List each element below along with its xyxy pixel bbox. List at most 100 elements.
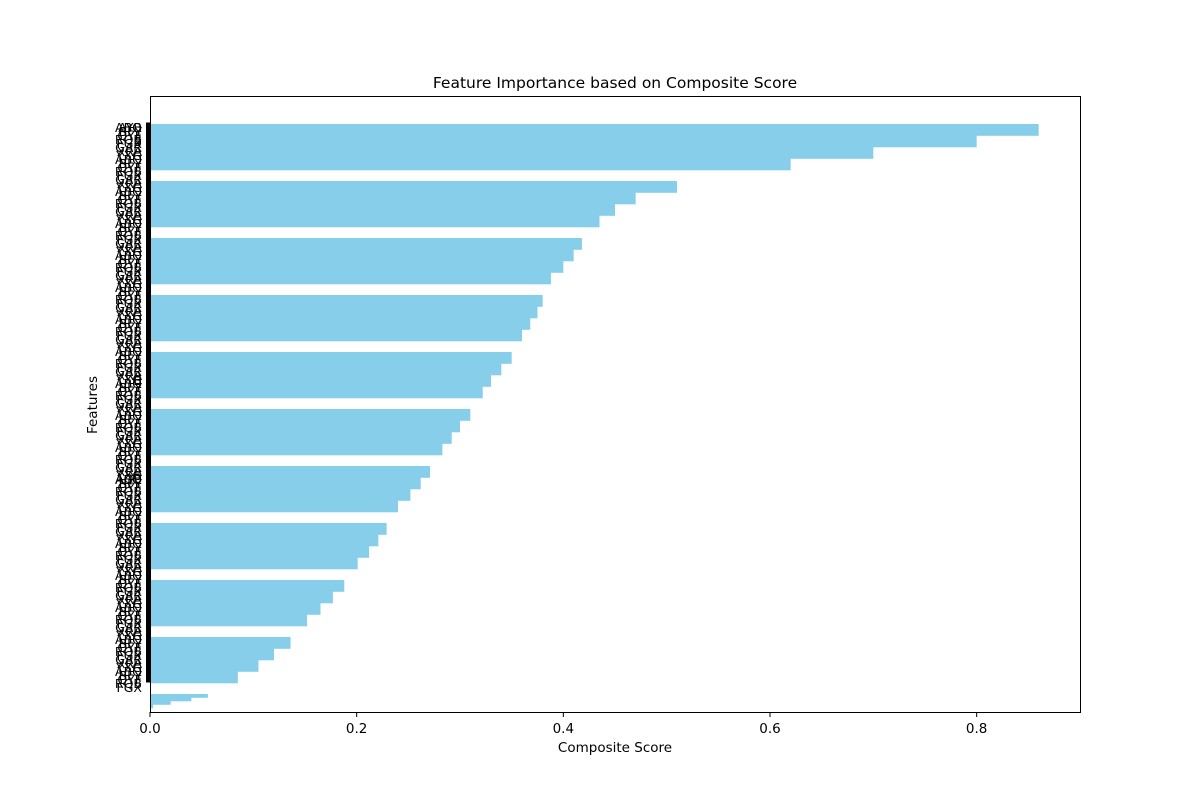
y-tick-label: XRA bbox=[117, 432, 143, 447]
y-tick-label: AQB bbox=[115, 471, 142, 486]
bar bbox=[150, 557, 358, 570]
bar bbox=[150, 420, 460, 433]
y-tick-label: ABQ bbox=[115, 536, 142, 551]
y-tick-label: ABQ bbox=[115, 664, 142, 679]
bar bbox=[150, 375, 491, 387]
y-axis-label: Features bbox=[85, 376, 101, 434]
y-tick-label: GAR bbox=[115, 492, 142, 507]
y-tick-label: BFY bbox=[119, 668, 143, 683]
y-tick-label: FGX bbox=[117, 488, 143, 503]
bar bbox=[150, 409, 471, 421]
x-tick-label: 0.2 bbox=[346, 721, 367, 737]
y-tick-label: GAR bbox=[115, 364, 142, 379]
y-tick-label: GAR bbox=[115, 140, 142, 155]
y-tick-label: FGX bbox=[117, 648, 143, 663]
bar bbox=[150, 466, 431, 478]
y-tick-label: QYF bbox=[117, 544, 142, 559]
y-tick-label: RQB bbox=[115, 516, 142, 531]
y-tick-label: YXG bbox=[115, 436, 142, 451]
bar bbox=[150, 697, 192, 702]
y-tick-label: QYF bbox=[117, 480, 142, 495]
y-tick-label: BFY bbox=[119, 540, 143, 555]
plot-frame bbox=[150, 96, 1081, 713]
y-tick-label: QYF bbox=[117, 608, 142, 623]
bar bbox=[150, 181, 677, 193]
y-tick-label: GAR bbox=[115, 460, 142, 475]
y-tick-label: QYF bbox=[117, 640, 142, 655]
bar bbox=[150, 694, 208, 698]
bar bbox=[150, 329, 522, 342]
y-tick-label: QYF bbox=[117, 672, 142, 687]
bar bbox=[150, 500, 398, 513]
y-tick-label: XRA bbox=[117, 656, 143, 671]
y-tick-label: GAR bbox=[115, 556, 142, 571]
bar bbox=[150, 704, 154, 709]
y-tick-label: RQB bbox=[115, 132, 142, 147]
y-tick-label: ABQ bbox=[115, 408, 142, 423]
y-tick-label: BFY bbox=[119, 380, 143, 395]
y-tick-label: ABQ bbox=[115, 632, 142, 647]
y-tick-labels-group: ABQBFYQYFRQBFGXGARXRAYXGABQBFYQYFRQBFGXG… bbox=[115, 120, 143, 695]
y-tick-label: B bbox=[133, 373, 142, 388]
bar bbox=[150, 614, 308, 627]
y-tick-label: AYB bbox=[118, 120, 142, 135]
y-tick-label: YXG bbox=[115, 564, 142, 579]
y-tick-label: XRA bbox=[117, 208, 143, 223]
y-tick-label: YXG bbox=[115, 180, 142, 195]
bar bbox=[150, 432, 452, 444]
y-tick-label: GAR bbox=[115, 428, 142, 443]
y-tick-label: FGX bbox=[117, 296, 143, 311]
y-tick-label: BFY bbox=[119, 316, 143, 331]
y-tick-label: GAR bbox=[115, 236, 142, 251]
bar bbox=[150, 363, 502, 376]
x-axis-label: Composite Score bbox=[558, 740, 672, 756]
y-tick-label: FGX bbox=[117, 520, 143, 535]
y-tick-label: RQB bbox=[115, 612, 142, 627]
y-tick-label: RQB bbox=[115, 356, 142, 371]
y-tick-label: ABQ bbox=[115, 504, 142, 519]
y-tick-label: BFY bbox=[119, 156, 143, 171]
y-tick-label: ABQ bbox=[115, 472, 142, 487]
y-tick-label: QYF bbox=[117, 192, 142, 207]
y-tick-label: XRA bbox=[117, 592, 143, 607]
y-tick-label: ABQ bbox=[115, 376, 142, 391]
y-tick-label: XRA bbox=[117, 304, 143, 319]
y-tick-label: ABQ bbox=[115, 440, 142, 455]
y-tick-label: QYF bbox=[117, 416, 142, 431]
bar bbox=[150, 249, 574, 262]
y-tick-label: RQB bbox=[115, 388, 142, 403]
y-tick-label: XRA bbox=[117, 400, 143, 415]
y-tick-label: BFY bbox=[119, 636, 143, 651]
y-tick-label: XRA bbox=[117, 144, 143, 159]
y-tick-label: XRA bbox=[117, 624, 143, 639]
y-tick-label: YXG bbox=[115, 212, 142, 227]
y-tick-label: YXG bbox=[115, 468, 142, 483]
y-tick-label: BFY bbox=[119, 604, 143, 619]
bar bbox=[150, 215, 600, 228]
y-tick-label: XRA bbox=[117, 464, 143, 479]
bar bbox=[150, 124, 1039, 136]
y-tick-label: RQB bbox=[115, 324, 142, 339]
bar bbox=[150, 701, 171, 705]
y-tick-label: YXG bbox=[115, 340, 142, 355]
bar bbox=[150, 489, 411, 501]
y-tick-label: QYF bbox=[117, 160, 142, 175]
y-tick-label: BFY bbox=[119, 508, 143, 523]
y-tick-label: YXG bbox=[115, 276, 142, 291]
y-tick-label: BFY bbox=[119, 284, 143, 299]
y-tick-label: YXG bbox=[115, 404, 142, 419]
y-tick-label: YXG bbox=[115, 596, 142, 611]
y-tick-label: ABQ bbox=[115, 344, 142, 359]
bar bbox=[150, 443, 443, 456]
y-tick-label: GAR bbox=[115, 332, 142, 347]
y-tick-label: QYF bbox=[117, 512, 142, 527]
y-tick-label: QYF bbox=[117, 576, 142, 591]
y-tick-label: RQB bbox=[115, 580, 142, 595]
x-tick-label: 0.8 bbox=[966, 721, 987, 737]
y-tick-label: FGX bbox=[117, 552, 143, 567]
y-tick-label: QYF bbox=[117, 288, 142, 303]
y-tick-label: FGX bbox=[117, 136, 143, 151]
y-tick-label: BFY bbox=[119, 572, 143, 587]
bar bbox=[150, 158, 791, 171]
